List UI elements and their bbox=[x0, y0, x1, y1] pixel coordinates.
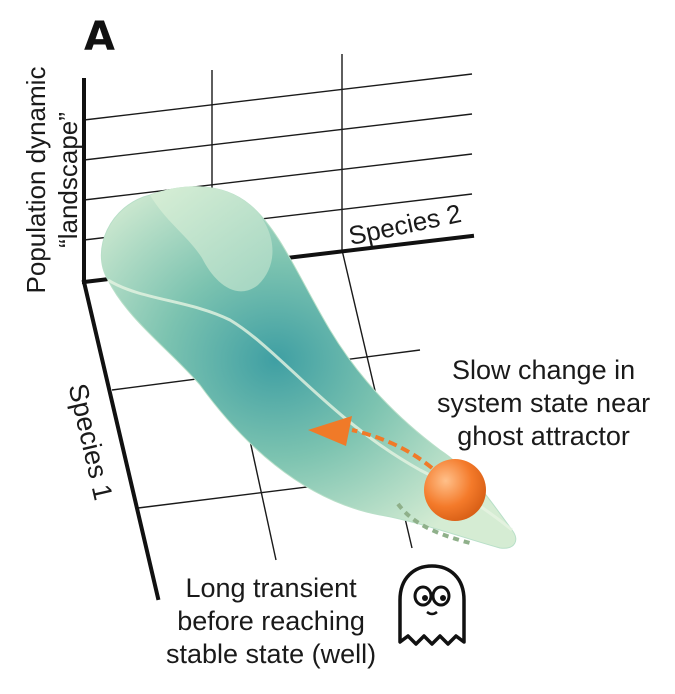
direction-arrow bbox=[308, 416, 434, 470]
ball-marker bbox=[424, 459, 486, 521]
transient-note: Long transient before reaching stable st… bbox=[166, 573, 377, 669]
ghost-trail bbox=[396, 502, 471, 545]
landscape-surface bbox=[100, 186, 517, 549]
ghost-icon bbox=[398, 564, 466, 646]
ghost-attractor-note: Slow change in system state near ghost a… bbox=[437, 355, 651, 451]
panel-label: A bbox=[84, 14, 115, 60]
landscape-axis-label: Population dynamic “landscape” bbox=[21, 66, 83, 294]
species1-axis bbox=[81, 279, 161, 601]
